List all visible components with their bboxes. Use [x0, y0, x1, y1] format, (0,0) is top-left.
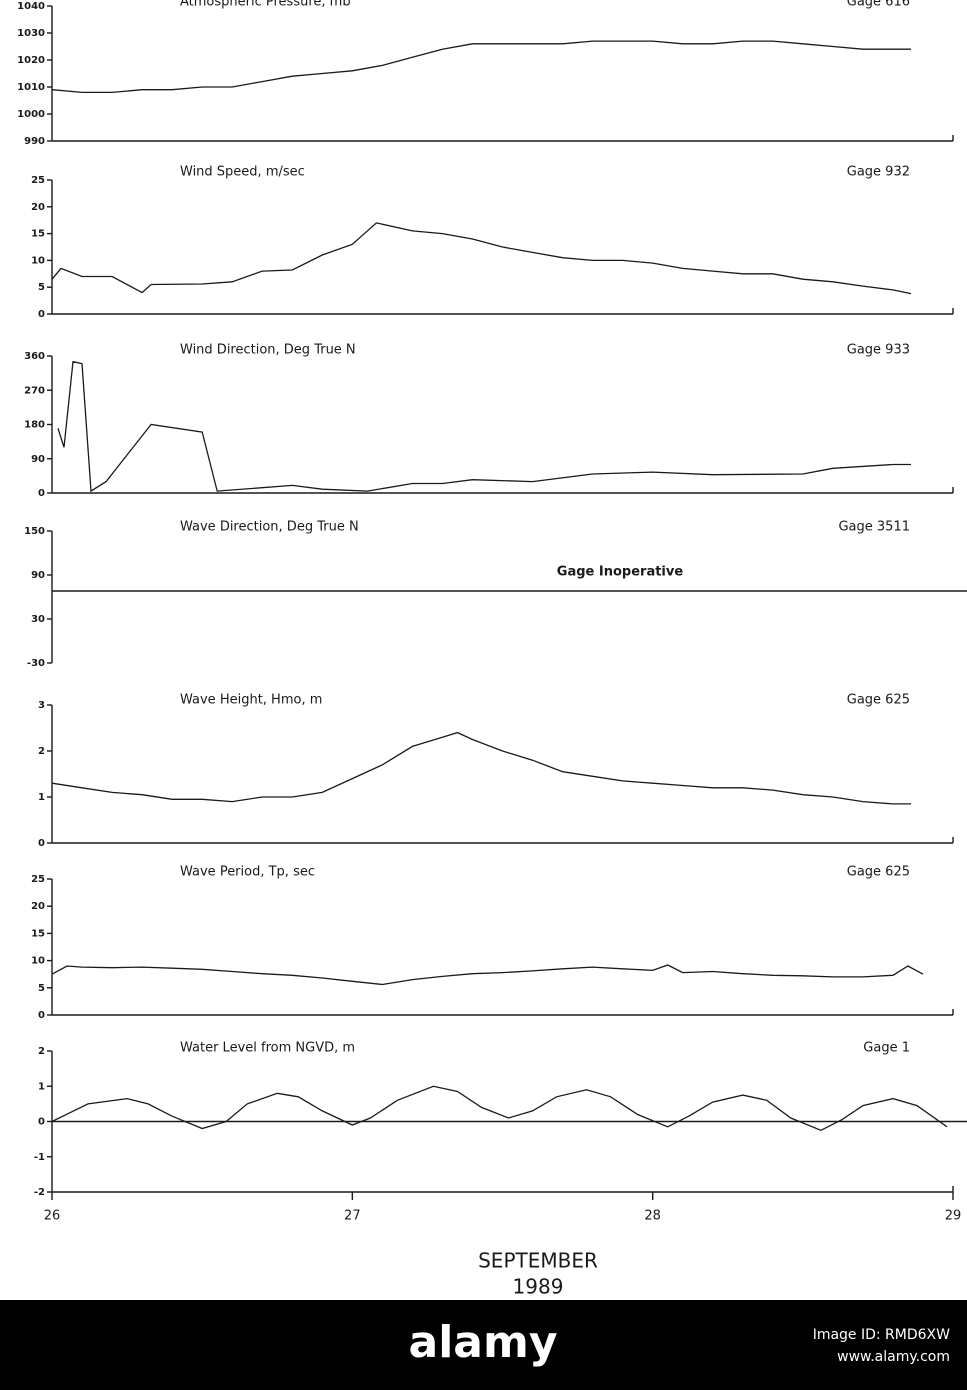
y-tick-label: 20 — [31, 202, 45, 213]
y-tick-label: 1030 — [17, 28, 45, 39]
panel-gage: Gage 1 — [863, 1041, 910, 1056]
panel-gage: Gage 625 — [847, 693, 910, 708]
x-axis-label: 1989 — [513, 1275, 564, 1299]
y-tick-label: 2 — [38, 746, 45, 757]
x-axis-label: SEPTEMBER — [478, 1249, 598, 1273]
panel-gage: Gage 933 — [847, 343, 910, 358]
panel-title: Water Level from NGVD, m — [180, 1041, 355, 1056]
y-tick-label: 0 — [38, 1117, 45, 1128]
panel-gage: Gage 932 — [847, 165, 910, 180]
watermark-url: www.alamy.com — [837, 1349, 950, 1365]
data-line — [51, 964, 924, 986]
watermark-id: Image ID: RMD6XW — [813, 1327, 950, 1343]
y-tick-label: 0 — [38, 838, 45, 849]
y-tick-label: 3 — [38, 700, 45, 711]
y-tick-label: 180 — [24, 420, 45, 431]
y-tick-label: 1040 — [17, 1, 45, 12]
panel-gage: Gage 625 — [847, 865, 910, 880]
data-line — [57, 360, 911, 493]
data-line — [51, 731, 911, 805]
x-tick-label: 29 — [945, 1209, 962, 1224]
y-tick-label: 90 — [31, 454, 45, 465]
y-tick-label: -1 — [34, 1152, 45, 1163]
y-tick-label: 20 — [31, 901, 45, 912]
x-tick-label: 26 — [44, 1209, 61, 1224]
data-line — [51, 40, 911, 94]
y-tick-label: 270 — [24, 385, 45, 396]
watermark-logo: alamy — [409, 1317, 558, 1368]
data-line — [51, 1085, 948, 1132]
y-tick-label: 360 — [24, 351, 45, 362]
panel-title: Wave Direction, Deg True N — [180, 520, 359, 535]
y-tick-label: 990 — [24, 136, 45, 147]
y-tick-label: 1000 — [17, 109, 45, 120]
y-tick-label: 25 — [31, 175, 45, 186]
y-tick-label: -30 — [27, 658, 45, 669]
data-line — [51, 222, 912, 295]
y-tick-label: 15 — [31, 928, 45, 939]
y-tick-label: 25 — [31, 874, 45, 885]
panel-gage: Gage 616 — [847, 0, 910, 10]
x-tick-label: 27 — [344, 1209, 361, 1224]
y-tick-label: 10 — [31, 255, 45, 266]
watermark-bar — [0, 1300, 967, 1390]
panel-title: Atmospheric Pressure, mb — [180, 0, 351, 10]
y-tick-label: 0 — [38, 1010, 45, 1021]
y-tick-label: 1020 — [17, 55, 45, 66]
panel-gage: Gage 3511 — [838, 520, 910, 535]
panel-title: Wind Direction, Deg True N — [180, 343, 356, 358]
panel-title: Wave Height, Hmo, m — [180, 693, 322, 708]
y-tick-label: 1010 — [17, 82, 45, 93]
y-tick-label: 150 — [24, 526, 45, 537]
y-tick-label: -2 — [34, 1187, 45, 1198]
y-tick-label: 5 — [38, 282, 45, 293]
panel-title: Wave Period, Tp, sec — [180, 865, 315, 880]
y-tick-label: 10 — [31, 956, 45, 967]
y-tick-label: 15 — [31, 229, 45, 240]
y-tick-label: 2 — [38, 1046, 45, 1057]
annotation: Gage Inoperative — [557, 565, 684, 580]
y-tick-label: 1 — [38, 1081, 45, 1092]
panel-title: Wind Speed, m/sec — [180, 165, 305, 180]
y-tick-label: 90 — [31, 570, 45, 581]
y-tick-label: 5 — [38, 983, 45, 994]
y-tick-label: 0 — [38, 488, 45, 499]
x-tick-label: 28 — [644, 1209, 661, 1224]
y-tick-label: 30 — [31, 614, 45, 625]
y-tick-label: 0 — [38, 309, 45, 320]
y-tick-label: 1 — [38, 792, 45, 803]
